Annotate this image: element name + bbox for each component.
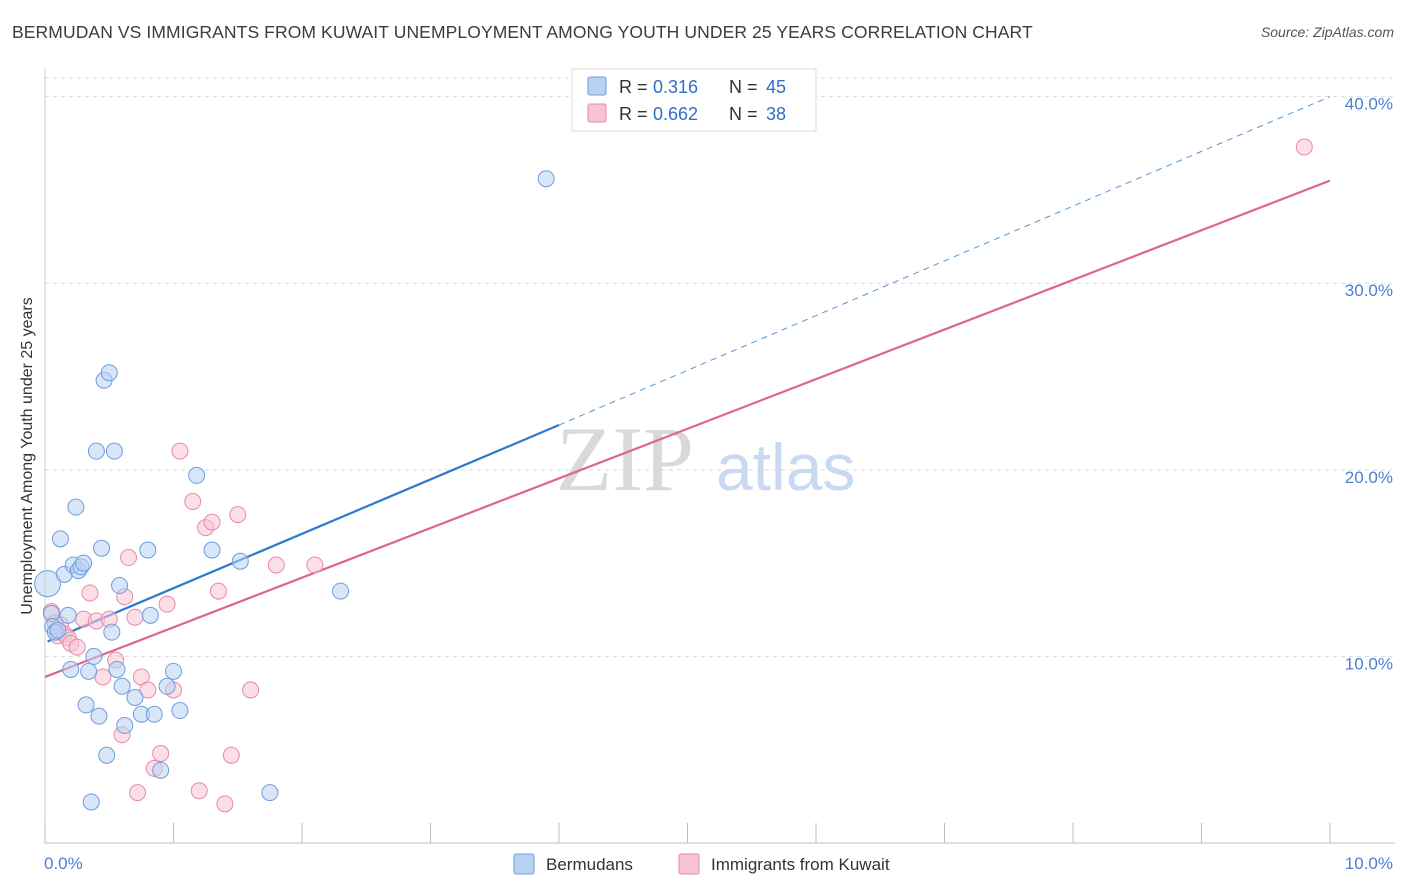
point-bermudans-34	[152, 761, 170, 779]
point-bermudans-12	[75, 554, 93, 572]
point-bermudans-13	[77, 696, 95, 714]
point-bermudans-22	[100, 364, 118, 382]
bottom-legend: Bermudans Immigrants from Kuwait	[513, 853, 890, 875]
point-kuwait-29	[203, 513, 221, 531]
legend-swatch-bermudans	[513, 853, 535, 875]
point-bermudans-18	[90, 707, 108, 725]
point-bermudans-6	[59, 606, 77, 624]
point-kuwait-31	[216, 795, 234, 813]
point-bermudans-43	[49, 621, 67, 639]
stats-n-label-1: N =	[729, 77, 758, 97]
y-tick-label-3: 40.0%	[1345, 95, 1393, 114]
point-kuwait-22	[152, 744, 170, 762]
point-bermudans-4	[51, 530, 69, 548]
point-bermudans-27	[113, 677, 131, 695]
stats-swatch-blue	[587, 76, 607, 96]
point-kuwait-23	[158, 595, 176, 613]
point-bermudans-37	[171, 702, 189, 720]
point-bermudans-33	[145, 705, 163, 723]
point-kuwait-17	[126, 608, 144, 626]
point-bermudans-14	[80, 662, 98, 680]
watermark-atlas: atlas	[716, 430, 855, 504]
stats-n-value-1: 45	[766, 77, 786, 97]
point-bermudans-0	[34, 570, 62, 598]
y-tick-label-1: 20.0%	[1345, 468, 1393, 487]
data-points	[34, 138, 1313, 813]
point-bermudans-41	[261, 784, 279, 802]
point-kuwait-33	[229, 506, 247, 524]
stats-swatch-pink	[587, 103, 607, 123]
point-bermudans-19	[93, 539, 111, 557]
legend-label-kuwait: Immigrants from Kuwait	[711, 855, 890, 874]
point-bermudans-38	[188, 466, 206, 484]
point-bermudans-40	[231, 552, 249, 570]
trend-line-bermudans-extension	[558, 96, 1331, 426]
stats-n-value-2: 38	[766, 104, 786, 124]
point-kuwait-36	[306, 556, 324, 574]
watermark-zip: ZIP	[556, 408, 694, 510]
point-bermudans-28	[116, 716, 134, 734]
gridlines	[45, 77, 1395, 657]
y-tick-label-2: 30.0%	[1345, 281, 1393, 300]
stats-n-label-2: N =	[729, 104, 758, 124]
point-kuwait-26	[184, 493, 202, 511]
source-label: Source: ZipAtlas.com	[1260, 24, 1394, 40]
point-bermudans-39	[203, 541, 221, 559]
point-bermudans-21	[98, 746, 116, 764]
point-kuwait-35	[267, 556, 285, 574]
point-kuwait-9	[81, 584, 99, 602]
point-bermudans-7	[62, 660, 80, 678]
point-bermudans-42	[332, 582, 350, 600]
stats-r-value-1: 0.316	[653, 77, 698, 97]
trend-line-kuwait	[44, 179, 1331, 678]
trend-line-bermudans	[47, 424, 560, 643]
stats-r-label-2: R =	[619, 104, 648, 124]
point-bermudans-44	[537, 170, 555, 188]
x-tick-label-1: 10.0%	[1345, 854, 1393, 873]
point-bermudans-17	[87, 442, 105, 460]
y-tick-label-0: 10.0%	[1345, 654, 1393, 673]
point-bermudans-15	[82, 793, 100, 811]
stats-legend: R = 0.316 N = 45 R = 0.662 N = 38	[571, 68, 817, 132]
point-bermudans-23	[103, 623, 121, 641]
x-tick-label-0: 0.0%	[44, 854, 83, 873]
point-kuwait-25	[171, 442, 189, 460]
point-kuwait-27	[190, 782, 208, 800]
tick-labels: 10.0% 20.0% 30.0% 40.0% 0.0% 10.0%	[44, 95, 1393, 873]
legend-swatch-kuwait	[678, 853, 700, 875]
watermark: ZIP atlas	[556, 408, 855, 510]
stats-r-label-1: R =	[619, 77, 648, 97]
legend-label-bermudans: Bermudans	[546, 855, 633, 874]
point-bermudans-16	[85, 647, 103, 665]
axes	[44, 68, 1395, 844]
trend-lines	[44, 96, 1331, 678]
point-bermudans-35	[158, 677, 176, 695]
chart-title: BERMUDAN VS IMMIGRANTS FROM KUWAIT UNEMP…	[12, 22, 1033, 42]
point-kuwait-30	[209, 582, 227, 600]
point-bermudans-32	[141, 606, 159, 624]
point-bermudans-25	[108, 660, 126, 678]
point-bermudans-31	[139, 541, 157, 559]
stats-box	[571, 68, 817, 132]
point-kuwait-18	[129, 784, 147, 802]
point-bermudans-9	[67, 498, 85, 516]
point-kuwait-7	[68, 638, 86, 656]
point-kuwait-37	[1295, 138, 1313, 156]
point-bermudans-24	[105, 442, 123, 460]
point-kuwait-20	[139, 681, 157, 699]
point-kuwait-16	[120, 549, 138, 567]
point-kuwait-32	[222, 746, 240, 764]
point-bermudans-26	[111, 577, 129, 595]
point-kuwait-11	[94, 668, 112, 686]
stats-r-value-2: 0.662	[653, 104, 698, 124]
point-bermudans-36	[165, 662, 182, 680]
point-kuwait-34	[242, 681, 260, 699]
point-bermudans-29	[126, 688, 144, 706]
